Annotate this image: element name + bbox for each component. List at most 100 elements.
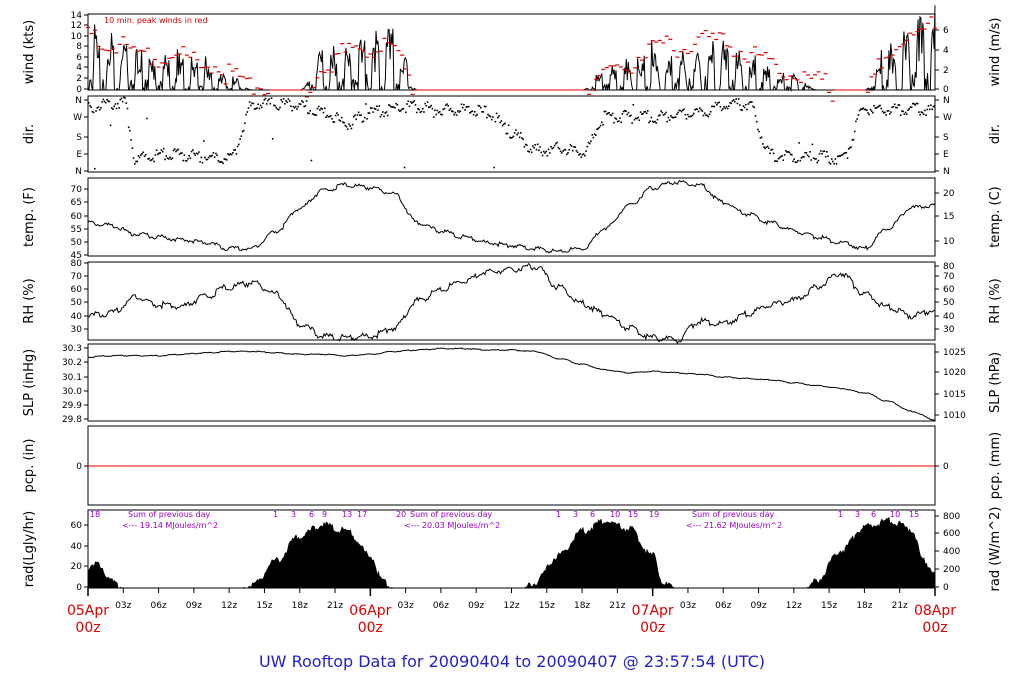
direction-point [558, 148, 561, 150]
y-tick-label-left: 50 [71, 298, 83, 308]
direction-point [810, 159, 812, 161]
direction-point [344, 124, 347, 127]
direction-point [553, 144, 556, 147]
direction-point [770, 149, 772, 151]
direction-point [448, 109, 451, 111]
direction-point [867, 112, 869, 114]
direction-point [330, 115, 332, 117]
direction-point [463, 103, 465, 106]
direction-point [517, 132, 520, 134]
rad-hour-mark: 1 [556, 510, 561, 519]
y-tick-label-left: S [76, 133, 82, 143]
x-tick-label: 18z [292, 601, 308, 611]
rad-annotation-value: <--- 19.14 MJoules/m^2 [122, 521, 218, 530]
direction-point [754, 115, 757, 117]
direction-point [447, 105, 449, 107]
direction-point [931, 108, 933, 111]
direction-point [196, 153, 199, 155]
direction-point [621, 113, 624, 115]
direction-point [130, 139, 132, 141]
direction-point [504, 122, 506, 125]
direction-point [538, 149, 540, 152]
direction-point [269, 102, 272, 105]
direction-point [379, 115, 382, 118]
direction-point [239, 138, 241, 140]
direction-point [286, 101, 288, 104]
direction-point [195, 152, 198, 155]
direction-point [199, 161, 201, 163]
direction-point [872, 111, 874, 114]
direction-point [520, 132, 522, 134]
direction-point [478, 105, 481, 107]
direction-point [774, 160, 776, 162]
y-tick-label-right: 10 [943, 237, 955, 247]
y-tick-label-left: 30.1 [62, 373, 82, 383]
direction-point [225, 159, 228, 161]
direction-point [325, 116, 327, 119]
direction-point [700, 109, 702, 111]
direction-point [324, 107, 326, 110]
y-tick-label-left: 14 [71, 11, 83, 21]
y-tick-label-right: 600 [943, 529, 960, 539]
direction-point [568, 148, 570, 151]
direction-point [499, 121, 501, 124]
direction-point [143, 155, 146, 157]
y-tick-label-left: 0 [76, 85, 82, 95]
direction-point [112, 108, 114, 110]
direction-point [332, 121, 334, 123]
direction-point [851, 139, 854, 141]
direction-point [453, 113, 455, 116]
direction-point [539, 146, 541, 148]
direction-point [507, 124, 510, 127]
direction-point [259, 104, 262, 107]
direction-point [580, 156, 583, 158]
direction-point [759, 137, 762, 139]
direction-point [302, 101, 304, 103]
direction-point [97, 106, 100, 108]
direction-point [155, 149, 158, 151]
direction-point [532, 145, 534, 147]
direction-point [265, 103, 268, 105]
direction-point [362, 120, 365, 123]
direction-point [189, 157, 192, 159]
direction-point [720, 109, 723, 112]
direction-point [117, 102, 119, 105]
direction-point [437, 111, 440, 114]
direction-point [484, 105, 487, 108]
direction-point [443, 107, 446, 110]
radiation-area [87, 516, 936, 589]
direction-point [637, 116, 639, 119]
direction-point [334, 114, 337, 117]
direction-point [374, 108, 377, 110]
direction-point [176, 149, 178, 152]
direction-point [563, 149, 566, 151]
y-tick-label-left: 65 [71, 198, 82, 208]
direction-point [219, 161, 222, 163]
direction-point [134, 163, 136, 165]
direction-point [452, 110, 454, 113]
direction-point [467, 105, 470, 108]
direction-point [805, 152, 808, 154]
direction-point [717, 102, 719, 104]
x-tick-label: 09z [750, 601, 766, 611]
direction-point [490, 118, 493, 121]
day-label-time: 00z [358, 620, 383, 636]
y-tick-label-right: 1015 [943, 390, 966, 400]
direction-point [604, 110, 607, 113]
y-tick-label-right: S [943, 133, 949, 143]
direction-point [662, 114, 665, 116]
direction-point [377, 109, 379, 111]
direction-point [368, 112, 371, 114]
direction-point [215, 152, 217, 155]
direction-point [764, 147, 766, 150]
direction-point [732, 99, 735, 101]
direction-point [837, 155, 839, 158]
direction-point [880, 107, 883, 110]
x-tick-label: 06z [715, 601, 731, 611]
direction-point [659, 114, 661, 116]
direction-point [707, 115, 710, 118]
direction-point [205, 158, 207, 161]
direction-point [383, 115, 385, 118]
direction-point [376, 105, 378, 108]
direction-point [481, 111, 483, 113]
